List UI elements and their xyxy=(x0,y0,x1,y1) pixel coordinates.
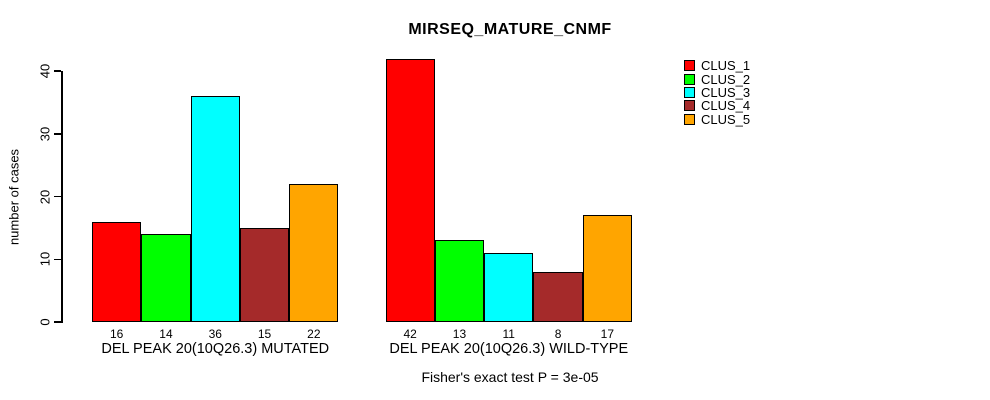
y-axis-tick xyxy=(54,321,61,323)
bar-clus_5-group1 xyxy=(289,184,339,322)
legend-swatch-icon xyxy=(684,113,695,125)
y-axis-label: number of cases xyxy=(6,148,22,246)
y-axis-tick xyxy=(54,258,61,261)
bar-value-label: 15 xyxy=(257,327,272,341)
y-axis-line xyxy=(61,71,63,323)
chart-title: MIRSEQ_MATURE_CNMF xyxy=(408,21,612,38)
y-axis-tick-label: 20 xyxy=(37,189,53,204)
bar-clus_3-group2 xyxy=(484,253,534,322)
legend-item-clus_1: CLUS_1 xyxy=(684,59,750,72)
bar-clus_4-group1 xyxy=(239,227,290,322)
y-axis-tick-label: 40 xyxy=(37,63,53,79)
group-label-2: DEL PEAK 20(10Q26.3) WILD-TYPE xyxy=(389,341,629,357)
legend: CLUS_1 CLUS_2 CLUS_3 CLUS_4 CLUS_5 xyxy=(684,59,750,126)
bar-clus_5-group2 xyxy=(582,215,632,322)
y-axis-tick-label: 10 xyxy=(37,252,53,267)
bar-value-label: 42 xyxy=(403,327,417,341)
legend-item-clus_4: CLUS_4 xyxy=(684,99,750,112)
y-axis-tick-label: 30 xyxy=(37,126,53,142)
bar-clus_1-group1 xyxy=(92,221,142,322)
bar-value-label: 13 xyxy=(452,327,467,341)
bar-value-label: 14 xyxy=(159,327,173,341)
y-axis-tick xyxy=(54,70,61,72)
legend-item-clus_2: CLUS_2 xyxy=(684,71,751,87)
bar-value-label: 22 xyxy=(307,327,321,341)
y-axis-tick-label: 0 xyxy=(37,318,53,326)
group-label-1: DEL PEAK 20(10Q26.3) MUTATED xyxy=(101,341,330,357)
legend-swatch-icon xyxy=(684,73,695,85)
legend-swatch-icon xyxy=(684,86,695,98)
bar-clus_3-group1 xyxy=(190,96,240,322)
bar-clus_4-group2 xyxy=(533,271,583,322)
bar-clus_1-group2 xyxy=(385,58,435,322)
bar-value-label: 11 xyxy=(502,327,515,341)
legend-label: CLUS_3 xyxy=(701,84,751,100)
y-axis-tick xyxy=(54,133,61,135)
bar-clus_2-group2 xyxy=(434,240,485,322)
bar-value-label: 36 xyxy=(208,327,222,341)
legend-item-clus_3: CLUS_3 xyxy=(684,86,750,99)
annotation-text: Fisher's exact test P = 3e-05 xyxy=(421,369,599,385)
legend-label: CLUS_4 xyxy=(701,98,751,114)
bar-value-label: 8 xyxy=(554,327,562,341)
y-axis-tick xyxy=(54,195,61,198)
legend-item-clus_5: CLUS_5 xyxy=(684,113,750,126)
bar-value-label: 17 xyxy=(600,327,615,341)
legend-label: CLUS_2 xyxy=(701,71,751,87)
legend-label: CLUS_1 xyxy=(701,58,751,74)
bar-clus_2-group1 xyxy=(141,234,191,322)
legend-label: CLUS_5 xyxy=(701,111,751,127)
legend-swatch-icon xyxy=(684,100,695,112)
legend-swatch-icon xyxy=(684,60,695,72)
bar-value-label: 16 xyxy=(109,327,124,341)
